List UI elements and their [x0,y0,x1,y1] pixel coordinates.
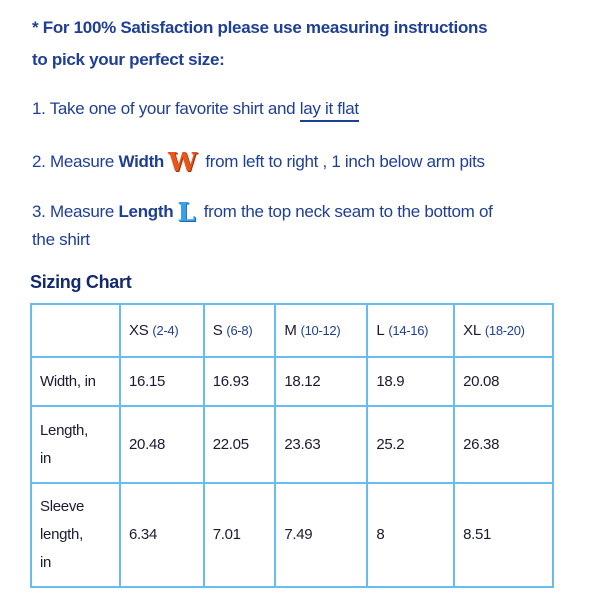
sizing-chart-title: Sizing Chart [30,272,132,292]
value-cell: 7.49 [274,482,369,588]
size-label: S [212,321,223,339]
lay-it-flat-link[interactable]: lay it flat [299,99,359,122]
step-3-continued: the shirt [32,230,90,249]
value-cell: 8 [366,482,456,588]
value-cell: 18.9 [366,356,456,407]
step-2-prefix: 2. Measure [32,152,119,171]
row-label-line: length, [40,526,83,543]
intro-line-2: to pick your perfect size: [32,50,225,69]
value-cell: 18.12 [274,356,369,407]
size-range: (14-16) [388,322,429,338]
intro-line-1: * For 100% Satisfaction please use measu… [32,18,488,37]
row-label-line: in [40,554,52,571]
value-cell: 25.2 [366,405,456,484]
table-header-row: XS (2-4) S (6-8) M (10-12) L (14-16) XL (18-20) [30,303,554,358]
value-cell: 22.05 [202,405,277,484]
row-label: Sleeve length, in [30,482,121,588]
row-label-line: Width, in [40,372,96,390]
row-label-line: in [40,449,52,467]
size-range: (10-12) [300,322,341,338]
width-w-icon: W [168,148,197,178]
length-l-icon: L [177,198,196,228]
sizing-table: XS (2-4) S (6-8) M (10-12) L (14-16) XL (18-20) W… [30,303,554,588]
header-empty-cell [30,303,121,358]
size-label: XL [463,321,481,339]
size-range: (2-4) [152,322,179,338]
step-2: 2. Measure Width W from left to right , 1… [32,148,485,178]
header-cell-xs: XS (2-4) [119,303,205,358]
header-cell-s: S (6-8) [202,303,277,358]
table-row: Length, in 20.48 22.05 23.63 25.2 26.38 [30,405,554,484]
table-row: Width, in 16.15 16.93 18.12 18.9 20.08 [30,356,554,407]
size-label: M [284,321,297,339]
row-label: Length, in [30,405,121,484]
header-cell-m: M (10-12) [274,303,369,358]
step-2-suffix: from left to right , 1 inch below arm pi… [200,152,485,171]
size-range: (6-8) [226,322,253,338]
value-cell: 20.08 [453,356,554,407]
step-1: 1. Take one of your favorite shirt and l… [32,99,359,122]
step-1-text: 1. Take one of your favorite shirt and [32,99,300,118]
value-cell: 20.48 [119,405,205,484]
value-cell: 8.51 [453,482,554,588]
size-label: L [376,321,385,339]
size-range: (18-20) [484,322,525,338]
value-cell: 16.15 [119,356,205,407]
value-cell: 23.63 [274,405,369,484]
value-cell: 6.34 [119,482,205,588]
step-3-bold: Length [118,202,174,221]
row-label: Width, in [30,356,121,407]
row-label-line: Sleeve [40,498,85,515]
header-cell-xl: XL (18-20) [453,303,554,358]
step-3-prefix: 3. Measure [32,202,119,221]
value-cell: 26.38 [453,405,554,484]
step-2-bold: Width [118,152,165,171]
value-cell: 7.01 [202,482,277,588]
value-cell: 16.93 [202,356,277,407]
step-3-suffix: from the top neck seam to the bottom of [199,202,493,221]
header-cell-l: L (14-16) [366,303,456,358]
row-label-line: Length, [40,421,88,439]
table-row: Sleeve length, in 6.34 7.01 7.49 8 8.51 [30,482,554,588]
size-label: XS [129,321,149,339]
step-3: 3. Measure Length L from the top neck sea… [32,198,493,228]
